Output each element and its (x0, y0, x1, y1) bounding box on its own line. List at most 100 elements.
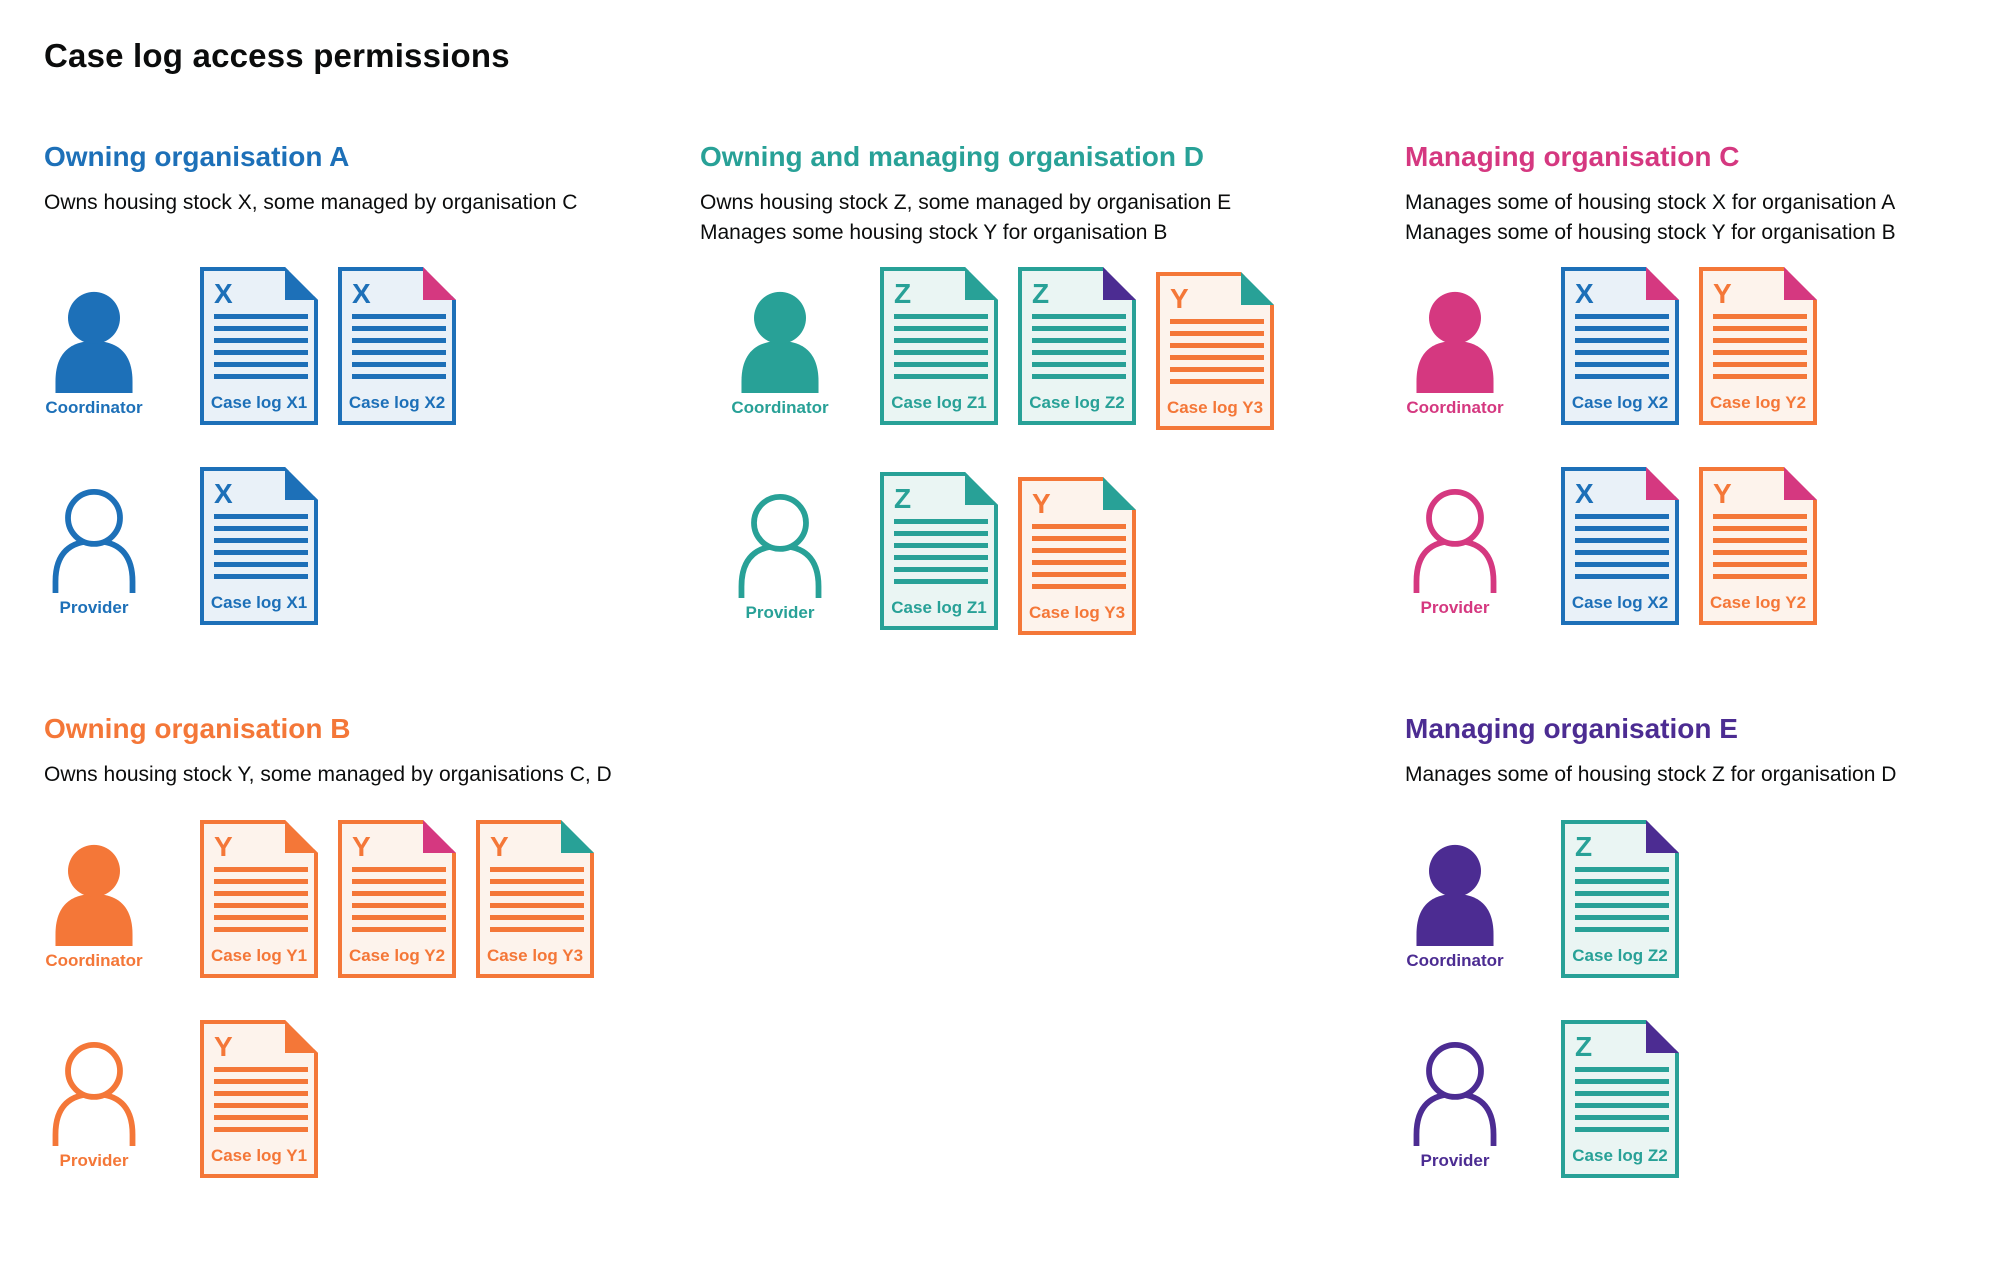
row-coordinator: Coordinator X Case log X1 X Case log X2 (44, 267, 674, 425)
doc-line (352, 314, 446, 319)
description-line: Manages some of housing stock Z for orga… (1405, 763, 1897, 786)
doc-line (214, 574, 308, 579)
doc-line (1575, 1091, 1669, 1096)
section-org-e: Managing organisation E Manages some of … (1405, 712, 1995, 1178)
doc-line (1032, 362, 1126, 367)
person-cell: Provider (44, 467, 200, 625)
doc-line (1170, 343, 1264, 348)
doc-line (214, 915, 308, 920)
person-cell: Provider (700, 472, 880, 630)
document-body (200, 1020, 318, 1178)
document-stock-letter: X (214, 478, 233, 509)
case-log-documents: Z Case log Z1 Z Case log Z2 Y Case log Y… (880, 267, 1274, 430)
document-stock-letter: X (214, 278, 233, 309)
doc-line (1713, 338, 1807, 343)
provider-person-icon (732, 493, 828, 602)
org-rows: Coordinator Y Case log Y1 Y Case log Y2 … (44, 820, 674, 1178)
org-description: Owns housing stock Z, some managed by or… (700, 188, 1370, 248)
org-description: Manages some of housing stock X for orga… (1405, 188, 1995, 248)
doc-line (214, 1115, 308, 1120)
doc-line (352, 326, 446, 331)
document-text-lines-icon (1713, 514, 1807, 579)
document-label: Case log X2 (348, 393, 446, 412)
document-stock-letter: Z (1575, 1031, 1593, 1062)
document-body (1561, 1020, 1679, 1178)
doc-line (214, 538, 308, 543)
document-text-lines-icon (894, 519, 988, 584)
doc-line (1575, 927, 1669, 932)
document-stock-letter: X (1575, 478, 1594, 509)
row-provider: Provider X Case log X2 Y Case log Y2 (1405, 467, 1995, 625)
person-box: Provider (1405, 474, 1505, 632)
coordinator-person-icon (46, 842, 142, 950)
doc-line (214, 927, 308, 932)
document-text-lines-icon (352, 314, 446, 379)
org-rows: Coordinator Z Case log Z2 Provider Z Cas… (1405, 820, 1995, 1178)
doc-line (352, 915, 446, 920)
document-label: Case log Y2 (1709, 593, 1807, 612)
document-label: Case log Y2 (348, 946, 446, 965)
description-line: Manages some of housing stock X for orga… (1405, 191, 1896, 214)
person-cell: Coordinator (1405, 820, 1561, 978)
doc-line (1032, 536, 1126, 541)
document-label: Case log X2 (1571, 393, 1669, 412)
doc-case-log-x2: X Case log X2 (338, 267, 456, 425)
doc-line (894, 362, 988, 367)
doc-line (1575, 867, 1669, 872)
document-text-lines-icon (352, 867, 446, 932)
doc-line (352, 350, 446, 355)
document-body (338, 820, 456, 978)
doc-line (214, 314, 308, 319)
doc-line (490, 903, 584, 908)
provider-person-icon (1407, 488, 1503, 597)
doc-case-log-z2: Z Case log Z2 (1561, 820, 1679, 978)
heading-org-e: Managing organisation E (1405, 713, 1738, 744)
doc-line (894, 374, 988, 379)
doc-case-log-y3: Y Case log Y3 (476, 820, 594, 978)
document-stock-letter: Y (490, 831, 509, 862)
doc-line (214, 550, 308, 555)
document-fold-corner-icon (1103, 267, 1136, 300)
doc-line (214, 867, 308, 872)
case-log-documents: X Case log X1 X Case log X2 (200, 267, 456, 425)
doc-line (1032, 560, 1126, 565)
doc-case-log-y2: Y Case log Y2 (1699, 467, 1817, 625)
org-description: Owns housing stock Y, some managed by or… (44, 760, 674, 790)
document-label: Case log Z2 (1572, 946, 1668, 965)
doc-line (1713, 574, 1807, 579)
doc-line (352, 362, 446, 367)
doc-line (1575, 374, 1669, 379)
document-text-lines-icon (214, 867, 308, 932)
row-provider: Provider Y Case log Y1 (44, 1020, 674, 1178)
person-box: Coordinator (44, 827, 144, 985)
doc-line (1170, 379, 1264, 384)
doc-line (1575, 1127, 1669, 1132)
doc-line (352, 867, 446, 872)
person-cell: Coordinator (1405, 267, 1561, 425)
person-cell: Coordinator (44, 267, 200, 425)
row-provider: Provider Z Case log Z2 (1405, 1020, 1995, 1178)
document-label: Case log Z2 (1029, 393, 1125, 412)
doc-line (894, 543, 988, 548)
doc-line (1713, 350, 1807, 355)
doc-line (352, 891, 446, 896)
doc-line (352, 374, 446, 379)
document-stock-letter: Y (1713, 478, 1732, 509)
row-coordinator: Coordinator Y Case log Y1 Y Case log Y2 … (44, 820, 674, 978)
doc-case-log-y2: Y Case log Y2 (1699, 267, 1817, 425)
document-stock-letter: Y (1170, 283, 1189, 314)
doc-line (1575, 562, 1669, 567)
document-text-lines-icon (1170, 319, 1264, 384)
doc-line (1713, 362, 1807, 367)
doc-line (214, 1079, 308, 1084)
heading-org-b: Owning organisation B (44, 713, 351, 744)
doc-line (1032, 326, 1126, 331)
section-org-a: Owning organisation A Owns housing stock… (44, 140, 674, 625)
doc-line (214, 903, 308, 908)
coordinator-person-icon (732, 289, 828, 397)
doc-case-log-z2: Z Case log Z2 (1018, 267, 1136, 425)
doc-line (1575, 1103, 1669, 1108)
section-org-c: Managing organisation C Manages some of … (1405, 140, 1995, 625)
coordinator-label: Coordinator (731, 397, 829, 417)
doc-line (1170, 331, 1264, 336)
